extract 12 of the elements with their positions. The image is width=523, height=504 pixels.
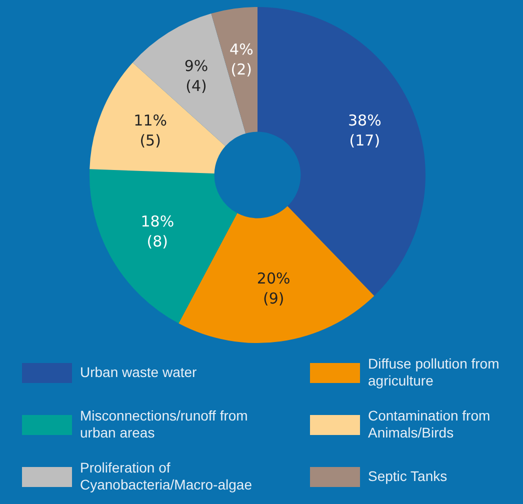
- legend-label: Proliferation of Cyanobacteria/Macro-algae: [80, 459, 252, 492]
- legend-label: Contamination from Animals/Birds: [368, 407, 490, 440]
- data-label: 38% (17): [348, 112, 382, 150]
- data-label: 4% (2): [230, 40, 254, 78]
- legend-label: Misconnections/runoff from urban areas: [80, 407, 248, 440]
- legend-label: Urban waste water: [80, 364, 198, 380]
- data-label: 9% (4): [184, 56, 208, 95]
- data-label: 20% (9): [256, 269, 290, 308]
- data-label: 18% (8): [140, 212, 174, 251]
- legend-label: Diffuse pollution from agriculture: [368, 355, 500, 388]
- data-label: 11% (5): [134, 112, 168, 150]
- legend-label: Septic Tanks: [368, 468, 448, 484]
